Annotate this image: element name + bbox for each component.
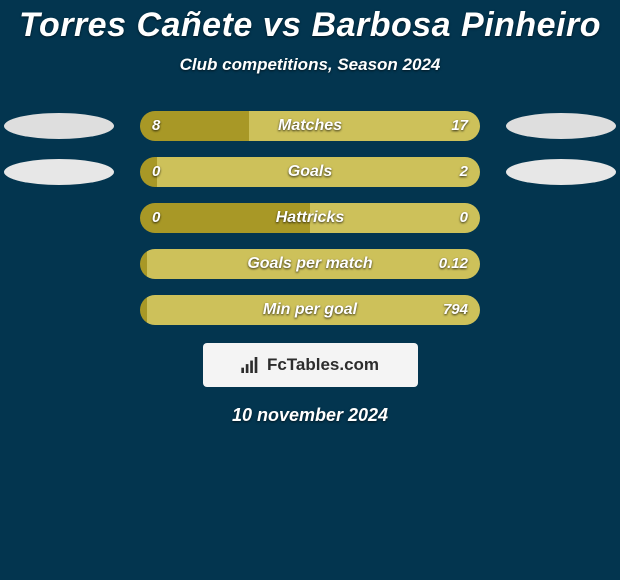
stat-row: 0.12Goals per match xyxy=(0,249,620,279)
avatar-oval-right xyxy=(506,113,616,139)
chart-bars-icon xyxy=(241,357,263,373)
bar-segment-right xyxy=(147,295,480,325)
date-text: 10 november 2024 xyxy=(0,405,620,426)
bar-segment-left xyxy=(140,111,249,141)
avatar-oval-left xyxy=(4,159,114,185)
page-title: Torres Cañete vs Barbosa Pinheiro xyxy=(0,0,620,45)
stat-row: 817Matches xyxy=(0,111,620,141)
bar-segment-right xyxy=(157,157,480,187)
page-subtitle: Club competitions, Season 2024 xyxy=(0,55,620,75)
bar-segment-left xyxy=(140,249,147,279)
avatar-oval-left xyxy=(4,113,114,139)
stat-row: 794Min per goal xyxy=(0,295,620,325)
stat-bar: 00Hattricks xyxy=(140,203,480,233)
bar-segment-left xyxy=(140,203,310,233)
bar-segment-left xyxy=(140,295,147,325)
bar-segment-left xyxy=(140,157,157,187)
stat-bar: 0.12Goals per match xyxy=(140,249,480,279)
stats-comparison-card: Torres Cañete vs Barbosa Pinheiro Club c… xyxy=(0,0,620,580)
stat-bar: 794Min per goal xyxy=(140,295,480,325)
source-badge[interactable]: FcTables.com xyxy=(203,343,418,387)
bar-segment-right xyxy=(147,249,480,279)
bar-segment-right xyxy=(249,111,480,141)
source-label: FcTables.com xyxy=(267,355,379,375)
stat-rows: 817Matches 02Goals 00Hattricks 0.12Goals pe… xyxy=(0,111,620,325)
bar-segment-right xyxy=(310,203,480,233)
avatar-oval-right xyxy=(506,159,616,185)
stat-bar: 02Goals xyxy=(140,157,480,187)
stat-row: 02Goals xyxy=(0,157,620,187)
stat-bar: 817Matches xyxy=(140,111,480,141)
stat-row: 00Hattricks xyxy=(0,203,620,233)
